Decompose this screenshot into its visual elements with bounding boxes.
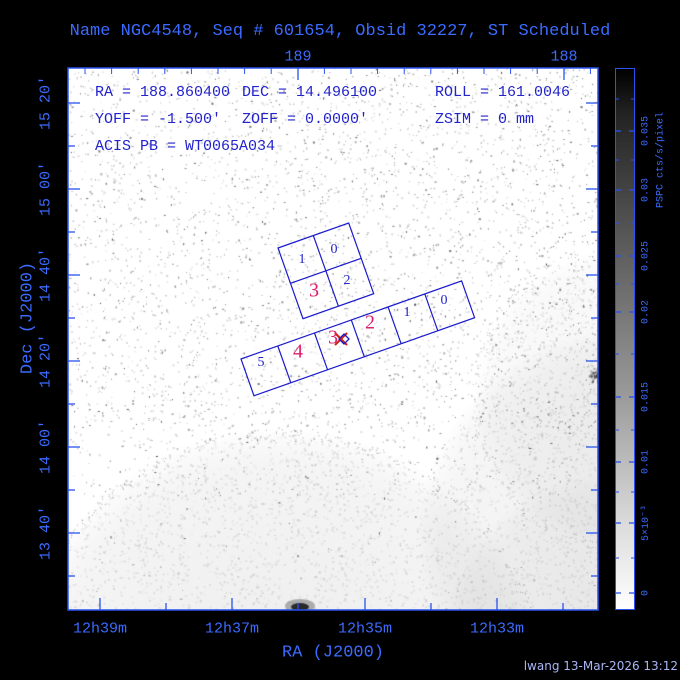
x-tick-label: 12h37m [204,620,260,638]
x-tick-label: 12h33m [469,620,525,638]
colorbar-tick-label: 5×10⁻³ [641,504,652,542]
dec-value: DEC = 14.496100 [242,84,378,101]
colorbar-tick-label: 0.02 [640,299,652,325]
observation-title: Name NGC4548, Seq # 601654, Obsid 32227,… [69,22,611,41]
yoff-value: YOFF = -1.500' [95,111,222,128]
y-tick-label: 14 00' [37,419,55,475]
top-tick-label: 188 [550,48,578,66]
acis-pb-value: ACIS PB = WT0065A034 [95,138,276,155]
y-tick-label: 15 20' [37,75,55,131]
x-tick-label: 12h39m [72,620,128,638]
colorbar-gradient [615,68,635,610]
x-axis-title: RA (J2000) [281,643,385,663]
zoff-value: ZOFF = 0.0000' [242,111,369,128]
roll-value: ROLL = 161.0046 [435,84,571,101]
colorbar-tick-label: 0.025 [640,240,652,272]
top-tick-label: 189 [284,48,312,66]
colorbar-tick-label: 0.015 [640,381,652,413]
ra-value: RA = 188.860400 [95,84,231,101]
colorbar-tick-label: 0.01 [640,449,652,475]
y-tick-label: 14 20' [37,333,55,389]
timestamp: lwang 13-Mar-2026 13:12 [523,659,678,673]
colorbar-title: PSPC cts/s/pixel [655,111,667,209]
y-tick-label: 14 40' [37,247,55,303]
colorbar-tick-label: 0.035 [640,115,652,147]
zsim-value: ZSIM = 0 mm [435,111,535,128]
x-tick-label: 12h35m [337,620,393,638]
y-axis-title: Dec (J2000) [18,261,38,375]
y-tick-label: 15 00' [37,161,55,217]
y-tick-label: 13 40' [37,505,55,561]
colorbar-tick-label: 0 [640,589,652,597]
colorbar-tick-label: 0.03 [640,177,652,203]
